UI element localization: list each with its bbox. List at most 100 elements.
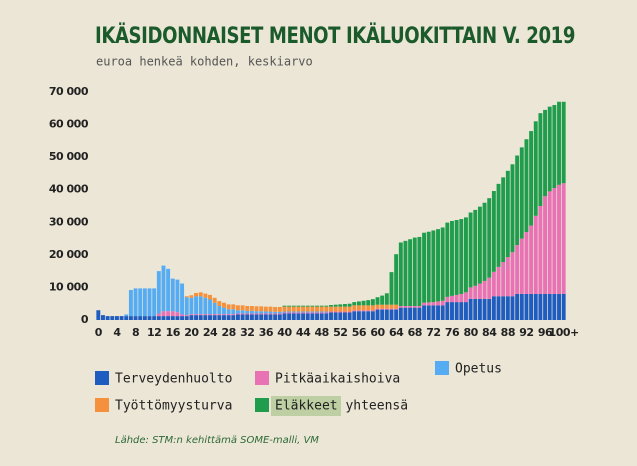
x-tick-label: 24 <box>203 326 218 339</box>
bar-segment <box>426 305 431 320</box>
bar-segment <box>324 311 329 313</box>
bar-segment <box>417 236 422 306</box>
bar-segment <box>263 314 268 320</box>
x-tick-label: 36 <box>259 326 274 339</box>
bar-segment <box>142 288 147 317</box>
source-note: Lähde: STM:n kehittämä SOME-malli, VM <box>115 435 319 446</box>
x-tick-label: 20 <box>184 326 199 339</box>
legend-label: Opetus <box>455 362 502 377</box>
bar-segment <box>445 222 450 297</box>
bar-segment <box>245 305 250 311</box>
x-tick-label: 32 <box>240 326 254 339</box>
bar-segment <box>138 316 143 320</box>
bar-segment <box>184 297 189 316</box>
bar-segment <box>212 297 217 303</box>
bar-segment <box>454 302 459 320</box>
bar-segment <box>161 265 166 312</box>
bar-segment <box>552 188 557 294</box>
bar-segment <box>217 315 222 320</box>
bar-segment <box>505 257 510 297</box>
bar-segment <box>557 101 561 185</box>
x-tick-label: 100+ <box>549 326 579 339</box>
bar-segment <box>347 306 352 312</box>
bar-segment <box>240 313 245 315</box>
bar-segment <box>333 304 338 307</box>
bar-segment <box>361 310 366 312</box>
bar-segment <box>519 147 524 239</box>
bar-segment <box>426 231 431 303</box>
bar-segment <box>259 313 264 315</box>
bar-segment <box>184 315 189 317</box>
bar-segment <box>133 288 138 317</box>
bar-segment <box>384 304 389 309</box>
bar-segment <box>501 296 506 320</box>
bar-segment <box>329 312 333 320</box>
bar-segment <box>510 296 515 320</box>
bar-segment <box>208 299 212 315</box>
bar-segment <box>510 252 515 297</box>
x-tick-label: 40 <box>277 326 292 339</box>
bar-segment <box>161 311 166 317</box>
bar-segment <box>487 277 492 299</box>
bar-segment <box>166 268 171 312</box>
bar-segment <box>338 312 343 320</box>
x-tick-label: 68 <box>408 326 422 339</box>
bar-segment <box>375 308 380 310</box>
bar-segment <box>282 311 287 313</box>
bar-segment <box>491 271 496 297</box>
bar-segment <box>189 295 194 298</box>
bar-segment <box>310 305 315 307</box>
bar-segment <box>422 305 427 320</box>
y-tick-label: 10 000 <box>49 280 89 293</box>
bar-segment <box>557 184 561 294</box>
chart-subtitle: euroa henkeä kohden, keskiarvo <box>96 55 313 69</box>
bar-segment <box>301 312 306 314</box>
bar-segment <box>231 304 236 310</box>
bar-segment <box>384 308 389 310</box>
bar-segment <box>161 316 166 320</box>
bar-segment <box>361 300 366 306</box>
legend-swatch <box>435 361 449 375</box>
bar-segment <box>384 293 389 305</box>
bar-segment <box>352 305 357 311</box>
bar-segment <box>189 297 194 315</box>
bar-segment <box>273 306 278 312</box>
bar-segment <box>324 312 329 314</box>
legend-swatch <box>255 371 269 385</box>
bar-segment <box>454 220 459 295</box>
bar-segment <box>524 293 529 320</box>
x-tick-label: 48 <box>315 326 329 339</box>
bar-segment <box>249 310 254 314</box>
bar-segment <box>315 313 319 320</box>
bar-segment <box>96 310 101 320</box>
bar-segment <box>436 301 440 306</box>
bar-segment <box>235 305 240 311</box>
bar-segment <box>180 314 185 317</box>
bar-segment <box>375 304 380 309</box>
bar-segment <box>398 307 403 320</box>
x-tick-label: 28 <box>221 326 235 339</box>
bar-segment <box>343 311 347 313</box>
bar-segment <box>515 293 520 320</box>
bar-segment <box>324 305 329 307</box>
bar-segment <box>310 313 315 320</box>
bar-segment <box>422 232 427 303</box>
bar-segment <box>380 304 385 309</box>
bar-segment <box>212 315 217 320</box>
bar-segment <box>454 294 459 303</box>
bar-segment <box>329 311 333 313</box>
bar-segment <box>543 196 548 294</box>
bar-segment <box>296 312 301 314</box>
bar-segment <box>301 313 306 320</box>
bar-segment <box>338 306 343 312</box>
bar-segment <box>194 314 199 316</box>
x-tick-label: 12 <box>147 326 161 339</box>
bar-segment <box>333 312 338 320</box>
bar-segment <box>217 314 222 316</box>
bar-segment <box>287 305 292 307</box>
bar-segment <box>450 302 454 320</box>
bar-segment <box>291 305 296 307</box>
bar-segment <box>468 287 473 299</box>
legend-label: Terveydenhuolto <box>115 372 232 387</box>
bar-segment <box>389 304 394 309</box>
